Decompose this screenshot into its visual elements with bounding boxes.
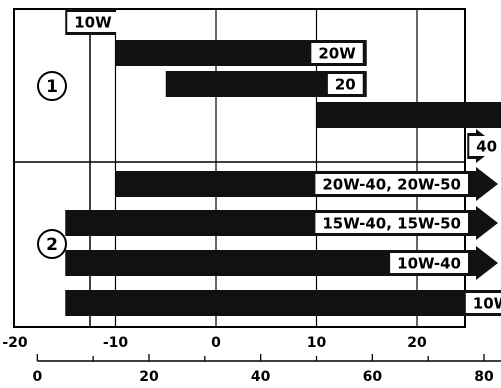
fahrenheit-tick-label-2: 40 xyxy=(251,369,271,385)
group-layer: 12 xyxy=(37,71,67,259)
group2-grade-2-bar xyxy=(65,246,498,280)
group-label-2: 2 xyxy=(46,235,58,255)
group2-grade-2-label-box xyxy=(390,253,468,273)
group1-grade-1-label-box xyxy=(311,43,363,63)
celsius-tick-label-0: -20 xyxy=(2,335,28,351)
celsius-tick-label-3: 10 xyxy=(307,335,327,351)
celsius-tick-label-4: 20 xyxy=(407,335,427,351)
axis-layer: -20-10010203040°C020406080100°F xyxy=(2,335,501,385)
group2-grade-2-label: 10W-40 xyxy=(397,255,461,273)
fahrenheit-tick-label-4: 80 xyxy=(474,369,494,385)
group2-grade-1-label: 15W-40, 15W-50 xyxy=(322,215,461,233)
group-marker-2 xyxy=(37,229,67,259)
group1-grade-4-label-box xyxy=(469,136,501,156)
group2-grade-3-label: 10W-30 xyxy=(473,295,501,313)
celsius-tick-label-2: 0 xyxy=(211,335,221,351)
group1-grade-1-label: 20W xyxy=(318,45,356,63)
group2-grade-3-bar xyxy=(65,290,501,316)
group1-grade-2-label: 20 xyxy=(335,76,356,94)
group2-grade-0-label: 20W-40, 20W-50 xyxy=(322,176,461,194)
fahrenheit-tick-label-0: 0 xyxy=(32,369,42,385)
fahrenheit-tick-label-3: 60 xyxy=(363,369,383,385)
group-marker-1 xyxy=(37,71,67,101)
group1-grade-3-bar xyxy=(316,102,501,128)
group1-grade-0-label: 10W xyxy=(74,14,112,32)
fahrenheit-tick-label-1: 20 xyxy=(139,369,159,385)
celsius-tick-label-1: -10 xyxy=(103,335,129,351)
group2-grade-1-label-box xyxy=(315,213,468,233)
group2-grade-0-label-box xyxy=(315,174,468,194)
group-label-1: 1 xyxy=(46,77,58,97)
group1-grade-4-label: 40 xyxy=(476,138,497,156)
group1-grade-0-label-box xyxy=(67,12,119,32)
group1-grade-2-label-box xyxy=(327,74,363,94)
group2-grade-3-label-box xyxy=(465,293,501,313)
